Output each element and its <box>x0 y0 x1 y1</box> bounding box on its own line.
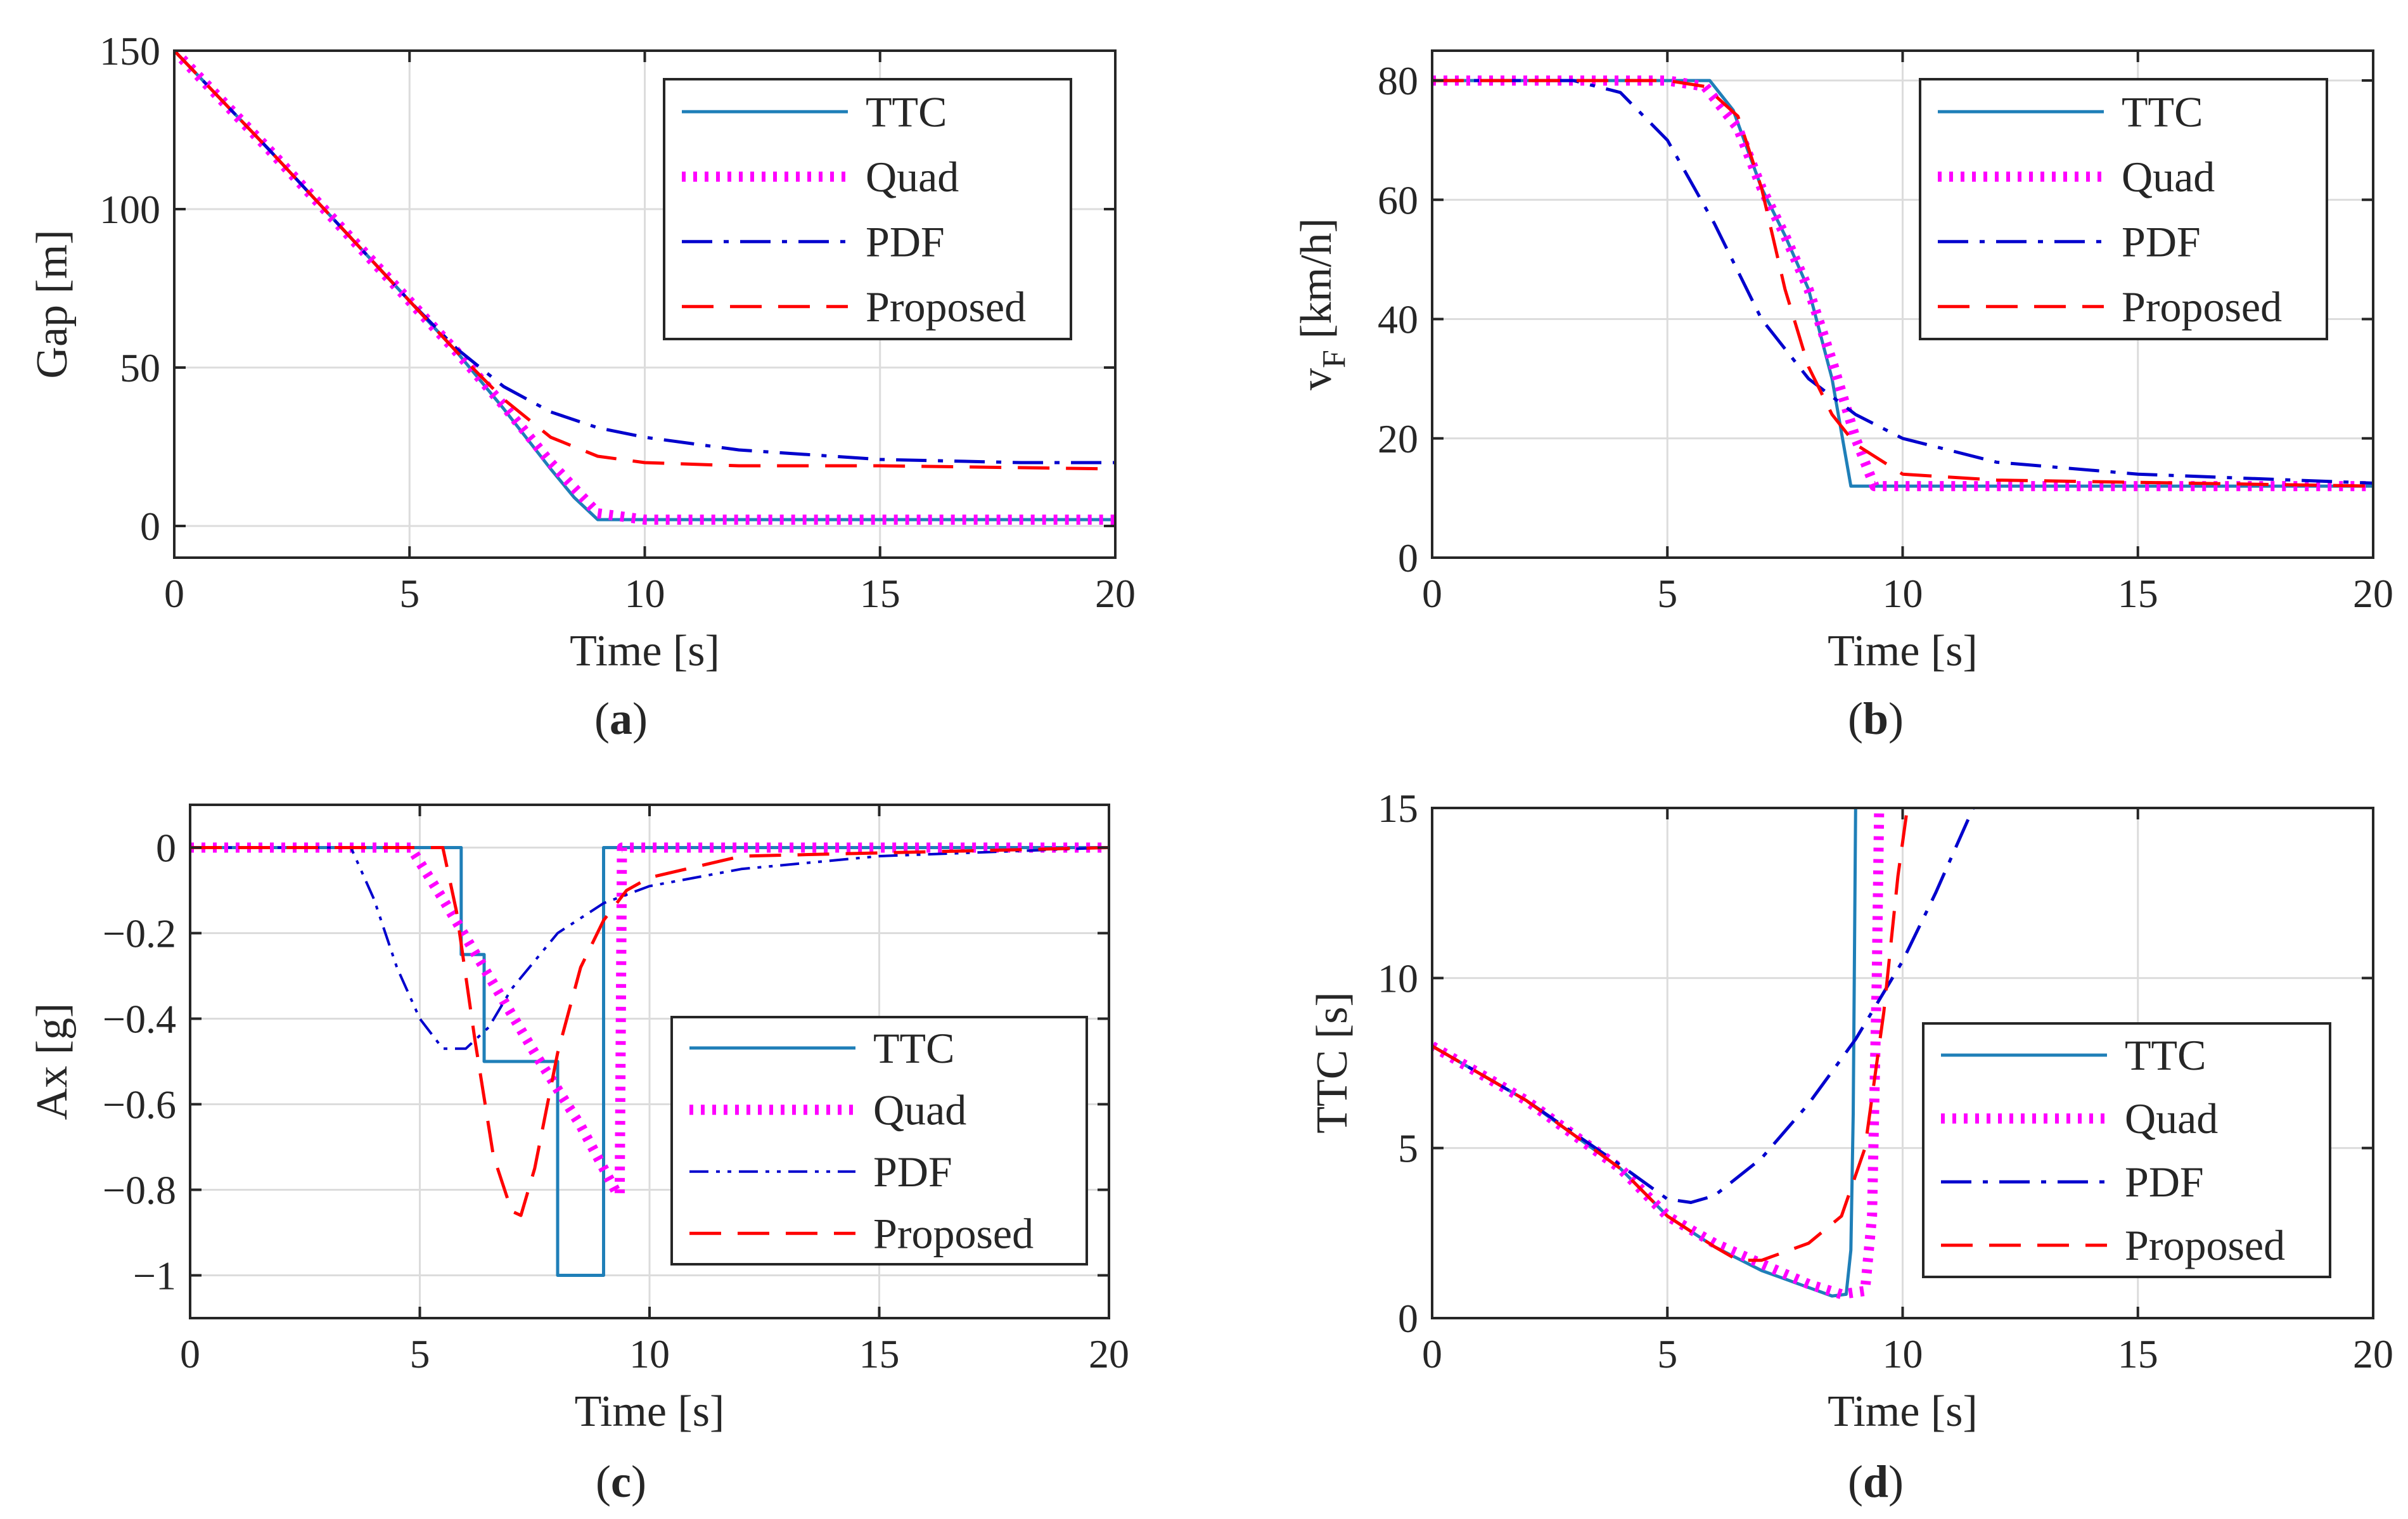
panel-label: (c) <box>596 1456 646 1507</box>
x-axis-label: Time [s] <box>570 627 720 676</box>
legend-box <box>1919 78 2328 340</box>
x-tick-label: 0 <box>1422 571 1442 616</box>
legend: TTC Quad PDF Proposed <box>663 78 1072 340</box>
legend: TTC Quad PDF Proposed <box>1922 1022 2331 1278</box>
panel-d: 0 5 10 15 20 0 5 10 15 Time [s] TTC [s] TTC Quad PDF P… <box>1308 786 2393 1507</box>
series-line-proposed <box>1432 808 1909 1262</box>
legend: TTC Quad PDF Proposed <box>670 1016 1088 1266</box>
x-axis-label: Time [s] <box>1828 627 1978 676</box>
series-line-ttc <box>190 846 1109 1277</box>
x-tick-label: 10 <box>1883 571 1923 616</box>
y-tick-label: 5 <box>1398 1126 1418 1171</box>
legend-box <box>1922 1022 2331 1278</box>
series-line-ttc <box>1432 808 1857 1298</box>
y-axis-label: TTC [s] <box>1308 992 1357 1134</box>
x-tick-label: 5 <box>410 1331 430 1376</box>
legend-label-proposed: Proposed <box>2122 283 2282 331</box>
x-axis-label: Time [s] <box>575 1387 725 1436</box>
y-tick-label: 20 <box>1378 416 1418 461</box>
panel-b: 0 5 10 15 20 0 20 40 60 80 Time [s] vF [km/h] TTC Qua… <box>1292 49 2393 744</box>
x-tick-label: 15 <box>2118 571 2158 616</box>
y-tick-label: 15 <box>1378 786 1418 831</box>
panel-a: 0 5 10 15 20 0 50 100 150 Time [s] Gap [m] TTC Quad P… <box>28 29 1136 744</box>
x-tick-label: 0 <box>180 1331 200 1376</box>
legend-label-ttc: TTC <box>2125 1031 2206 1079</box>
x-tick-label: 5 <box>1657 1331 1677 1376</box>
y-axis-label: Gap [m] <box>28 229 77 378</box>
series-line-pdf <box>1432 808 1975 1204</box>
x-tick-label: 10 <box>625 571 665 616</box>
y-tick-label: 150 <box>99 29 160 74</box>
y-tick-label: 60 <box>1378 177 1418 222</box>
legend-label-quad: Quad <box>866 153 959 201</box>
x-tick-label: 15 <box>859 1331 900 1376</box>
y-tick-label: −0.6 <box>103 1082 176 1127</box>
legend-label-pdf: PDF <box>873 1148 952 1196</box>
legend-label-quad: Quad <box>2125 1094 2218 1143</box>
x-tick-label: 5 <box>399 571 419 616</box>
y-tick-label: −0.4 <box>103 997 176 1042</box>
x-tick-label: 15 <box>860 571 900 616</box>
legend-box <box>663 78 1072 340</box>
x-tick-label: 5 <box>1657 571 1677 616</box>
legend-label-proposed: Proposed <box>873 1209 1034 1257</box>
series-line-proposed <box>190 846 1109 1217</box>
series-group <box>190 842 1109 1277</box>
x-axis-label: Time [s] <box>1828 1387 1978 1436</box>
x-tick-label: 20 <box>2353 1331 2393 1376</box>
series-line-pdf <box>1432 79 2373 485</box>
legend-label-ttc: TTC <box>866 87 947 136</box>
panel-label: (d) <box>1848 1456 1904 1507</box>
series-line-pdf <box>190 846 1109 1050</box>
x-tick-label: 0 <box>164 571 184 616</box>
legend-label-quad: Quad <box>2122 153 2215 201</box>
y-tick-label: 80 <box>1378 58 1418 103</box>
series-line-pdf <box>174 51 1115 465</box>
legend-label-proposed: Proposed <box>866 283 1026 331</box>
x-tick-label: 20 <box>1089 1331 1129 1376</box>
x-tick-label: 20 <box>2353 571 2393 616</box>
x-tick-label: 10 <box>1883 1331 1923 1376</box>
series-group <box>1432 75 2373 492</box>
y-axis-label: Ax [g] <box>28 1003 77 1120</box>
legend-label-pdf: PDF <box>2125 1158 2204 1206</box>
series-line-proposed <box>174 51 1115 471</box>
legend-label-pdf: PDF <box>866 217 945 266</box>
x-tick-label: 10 <box>629 1331 670 1376</box>
legend: TTC Quad PDF Proposed <box>1919 78 2328 340</box>
legend-label-pdf: PDF <box>2122 217 2201 266</box>
series-group <box>1432 808 1975 1300</box>
legend-label-ttc: TTC <box>2122 87 2203 136</box>
legend-box <box>670 1016 1088 1266</box>
y-tick-label: −0.8 <box>103 1168 176 1213</box>
legend-label-quad: Quad <box>873 1086 966 1134</box>
y-axis-label-unit: [km/h] <box>1292 218 1341 350</box>
panel-c: 0 5 10 15 20 −1 −0.8 −0.6 −0.4 −0.2 0 Time [s] Ax [g… <box>28 804 1129 1507</box>
panel-label: (a) <box>594 693 648 744</box>
x-tick-label: 15 <box>2118 1331 2158 1376</box>
y-tick-label: 0 <box>156 826 176 871</box>
series-line-proposed <box>1432 79 2373 488</box>
legend-label-proposed: Proposed <box>2125 1221 2285 1269</box>
series-group <box>174 51 1115 525</box>
y-tick-label: 10 <box>1378 956 1418 1001</box>
y-tick-label: 0 <box>1398 1296 1418 1341</box>
y-tick-label: −0.2 <box>103 911 176 956</box>
series-line-quad <box>1432 808 1885 1300</box>
x-tick-label: 20 <box>1095 571 1136 616</box>
series-line-quad <box>190 842 1109 1200</box>
y-axis-label-main: v <box>1292 368 1341 390</box>
panel-label: (b) <box>1848 693 1904 744</box>
y-tick-label: −1 <box>133 1253 176 1298</box>
y-tick-label: 100 <box>99 187 160 232</box>
y-axis-label-subscript: F <box>1316 350 1352 368</box>
legend-label-ttc: TTC <box>873 1024 954 1072</box>
y-tick-label: 0 <box>140 504 160 549</box>
y-tick-label: 0 <box>1398 535 1418 580</box>
y-tick-label: 50 <box>120 345 160 390</box>
y-tick-label: 40 <box>1378 297 1418 342</box>
y-axis-label: vF [km/h] <box>1292 218 1352 390</box>
x-tick-label: 0 <box>1422 1331 1442 1376</box>
